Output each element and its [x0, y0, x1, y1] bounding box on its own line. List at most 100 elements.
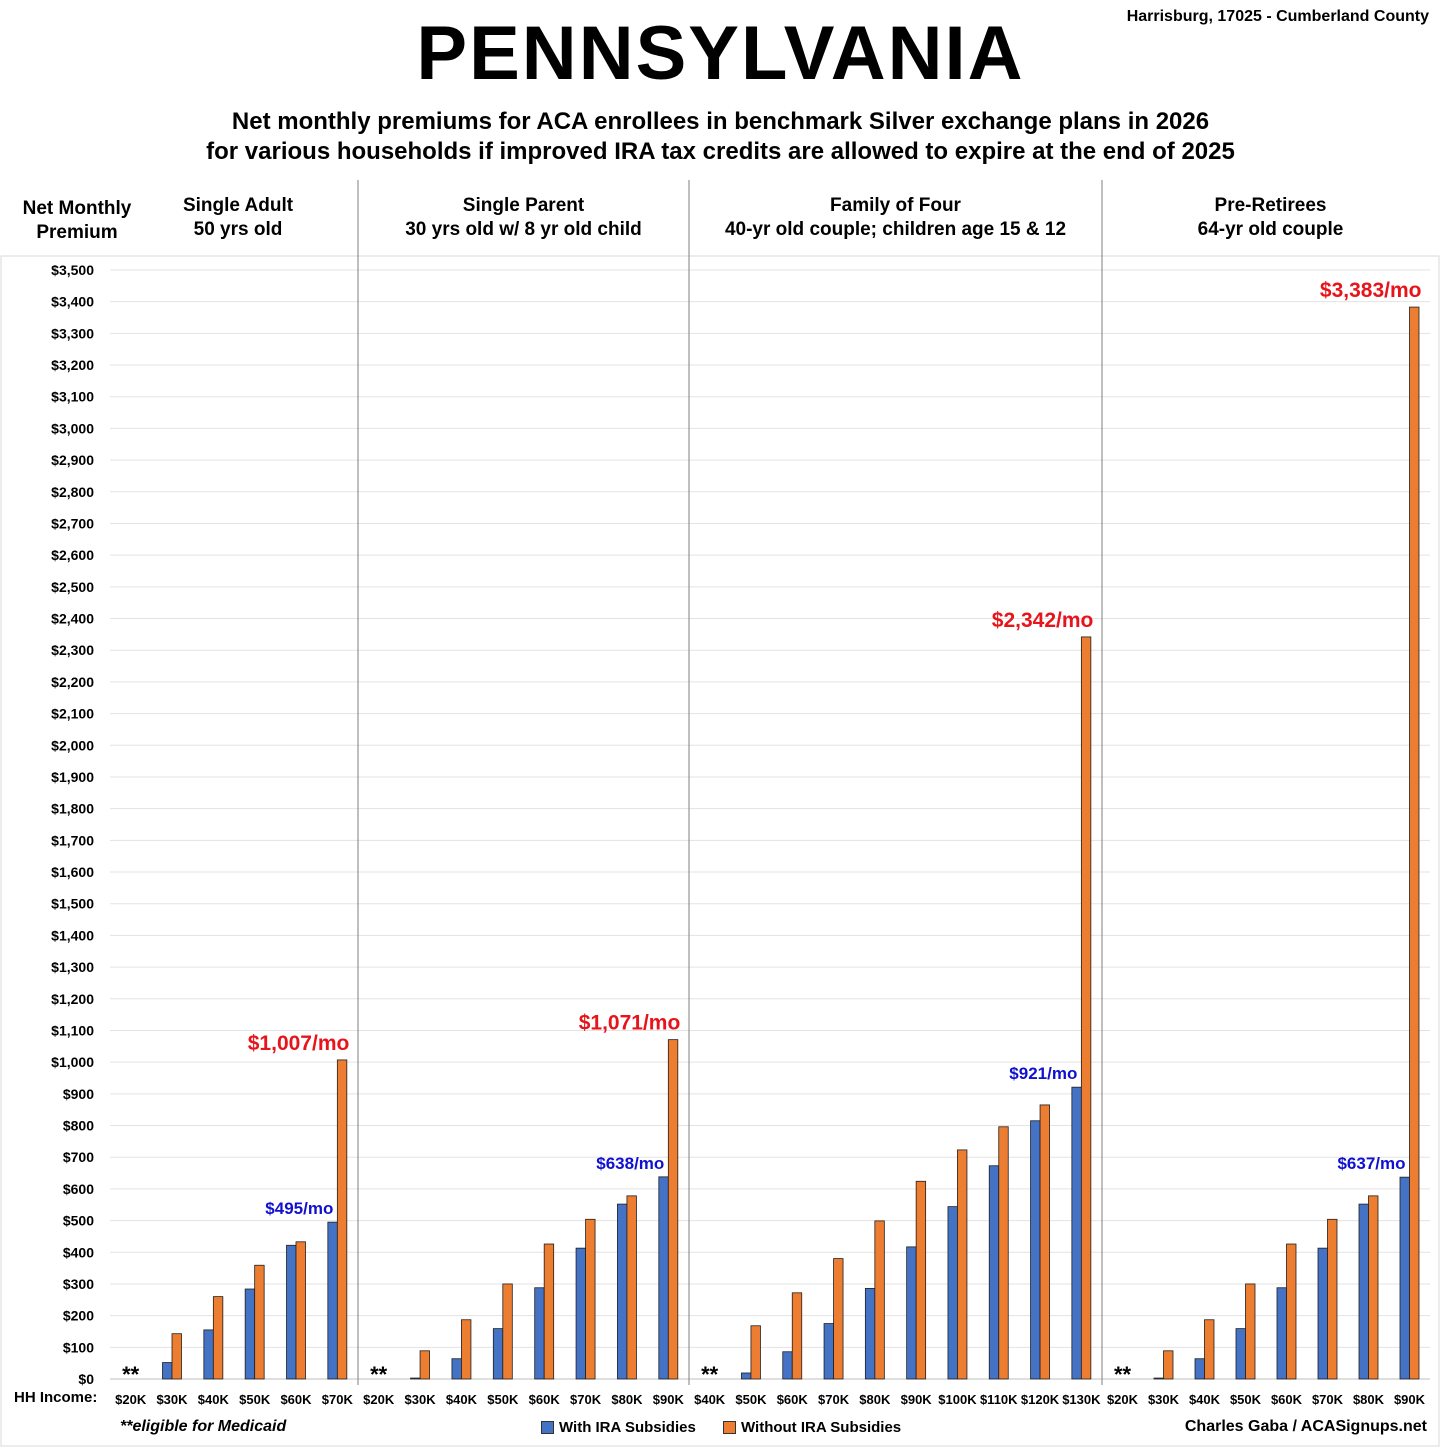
y-tick-label: $3,000 [51, 420, 94, 436]
y-tick-label: $2,700 [51, 515, 94, 531]
bar-without-subsidies [833, 1258, 844, 1380]
x-tick-label: $70K [570, 1392, 602, 1407]
bar-with-subsidies [1276, 1287, 1287, 1380]
y-tick-label: $1,500 [51, 896, 94, 912]
panel-title-line-1: Single Parent [462, 195, 585, 216]
subtitle-line-2: for various households if improved IRA t… [206, 138, 1235, 165]
panel-title-line-1: Single Adult [182, 195, 294, 216]
medicaid-marker: ** [370, 1362, 388, 1387]
bar-without-subsidies [461, 1319, 472, 1380]
panel-title-line-1: Pre-Retirees [1214, 195, 1327, 216]
x-tick-label: $20K [1107, 1392, 1139, 1407]
x-tick-label: $50K [735, 1392, 767, 1407]
bar-without-subsidies [502, 1283, 513, 1380]
bar-without-subsidies [667, 1039, 679, 1380]
y-tick-label: $1,600 [51, 864, 94, 880]
bar-with-subsidies [823, 1323, 834, 1380]
bar-without-subsidies [750, 1325, 761, 1380]
chart-title: PENNSYLVANIA [416, 11, 1025, 96]
bar-with-subsidies [1399, 1176, 1410, 1380]
bar-with-subsidies [203, 1329, 214, 1380]
x-tick-label: $70K [1312, 1392, 1344, 1407]
y-axis-title: Net Monthly Premium [6, 197, 148, 245]
callout-without-subsidies: $1,071/mo [579, 1012, 681, 1035]
bar-with-subsidies [1071, 1086, 1082, 1380]
y-tick-label: $2,400 [51, 611, 94, 627]
x-tick-label: $80K [859, 1392, 891, 1407]
bar-without-subsidies [1080, 636, 1092, 1380]
x-tick-label: $90K [901, 1392, 933, 1407]
panel-title-line-2: 50 yrs old [193, 219, 283, 240]
y-tick-label: $600 [63, 1181, 94, 1197]
bar-without-subsidies [336, 1059, 348, 1380]
y-tick-label: $3,300 [51, 325, 94, 341]
y-tick-label: $2,100 [51, 706, 94, 722]
y-tick-label: $100 [63, 1339, 94, 1355]
callout-with-subsidies: $921/mo [1009, 1064, 1077, 1083]
y-tick-label: $1,400 [51, 927, 94, 943]
bar-without-subsidies [957, 1149, 968, 1380]
y-tick-label: $2,600 [51, 547, 94, 563]
bar-with-subsidies [864, 1287, 876, 1380]
panel-title-family-of-four: Family of Four 40-yr old couple; childre… [689, 194, 1102, 242]
x-tick-label: $60K [529, 1392, 561, 1407]
bar-with-subsidies [782, 1351, 793, 1380]
y-tick-label: $2,500 [51, 579, 94, 595]
x-tick-label: $30K [405, 1392, 437, 1407]
x-tick-label: $90K [1394, 1392, 1426, 1407]
bar-with-subsidies [451, 1358, 462, 1380]
bar-with-subsidies [575, 1247, 586, 1380]
y-tick-label: $3,400 [51, 294, 94, 310]
x-tick-label: $30K [156, 1392, 188, 1407]
bar-with-subsidies [534, 1287, 545, 1380]
medicaid-marker: ** [122, 1362, 140, 1387]
legend-label-without: Without IRA Subsidies [741, 1419, 902, 1436]
y-tick-label: $1,100 [51, 1022, 94, 1038]
y-tick-label: $1,000 [51, 1054, 94, 1070]
y-tick-label: $500 [63, 1213, 94, 1229]
bar-without-subsidies [915, 1180, 927, 1380]
bar-with-subsidies [410, 1377, 421, 1380]
x-tick-label: $90K [653, 1392, 685, 1407]
legend-label-with: With IRA Subsidies [559, 1419, 696, 1436]
y-tick-label: $1,900 [51, 769, 94, 785]
panel-title-single-parent: Single Parent 30 yrs old w/ 8 yr old chi… [358, 194, 689, 242]
panel-title-line-2: 64-yr old couple [1197, 219, 1344, 240]
medicaid-footnote: **eligible for Medicaid [120, 1418, 287, 1435]
bar-with-subsidies [1153, 1377, 1164, 1380]
bar-with-subsidies [244, 1288, 256, 1380]
x-tick-label: $20K [363, 1392, 395, 1407]
x-tick-label: $50K [1230, 1392, 1262, 1407]
x-tick-label: $50K [239, 1392, 271, 1407]
panel-title-line-2: 30 yrs old w/ 8 yr old child [405, 219, 642, 240]
x-tick-label: $130K [1062, 1392, 1101, 1407]
panel-title-line-1: Family of Four [830, 195, 961, 216]
bar-with-subsidies [658, 1176, 669, 1380]
bar-with-subsidies [617, 1203, 628, 1380]
bar-without-subsidies [791, 1292, 803, 1380]
bar-without-subsidies [585, 1218, 596, 1380]
bar-without-subsidies [874, 1220, 885, 1380]
y-tick-label: $200 [63, 1308, 94, 1324]
subtitle-line-1: Net monthly premiums for ACA enrollees i… [231, 108, 1210, 135]
x-tick-label: $20K [115, 1392, 147, 1407]
bar-without-subsidies [1163, 1350, 1174, 1380]
bar-without-subsidies [1204, 1319, 1215, 1380]
chart-frame [0, 255, 1440, 1447]
bar-with-subsidies [1235, 1328, 1246, 1380]
bar-with-subsidies [286, 1244, 297, 1380]
bar-without-subsidies [998, 1126, 1009, 1380]
bar-with-subsidies [947, 1206, 958, 1380]
bar-with-subsidies [1194, 1358, 1205, 1380]
bar-with-subsidies [1358, 1203, 1369, 1380]
y-tick-label: $0 [78, 1371, 94, 1387]
y-tick-label: $2,000 [51, 737, 94, 753]
y-tick-label: $700 [63, 1149, 94, 1165]
bar-with-subsidies [1317, 1247, 1328, 1380]
x-tick-label: $40K [1189, 1392, 1221, 1407]
x-tick-label: $60K [280, 1392, 312, 1407]
x-tick-label: $60K [777, 1392, 809, 1407]
bar-with-subsidies [492, 1328, 504, 1380]
location-label: Harrisburg, 17025 - Cumberland County [1126, 8, 1429, 25]
bar-with-subsidies [1030, 1120, 1041, 1380]
